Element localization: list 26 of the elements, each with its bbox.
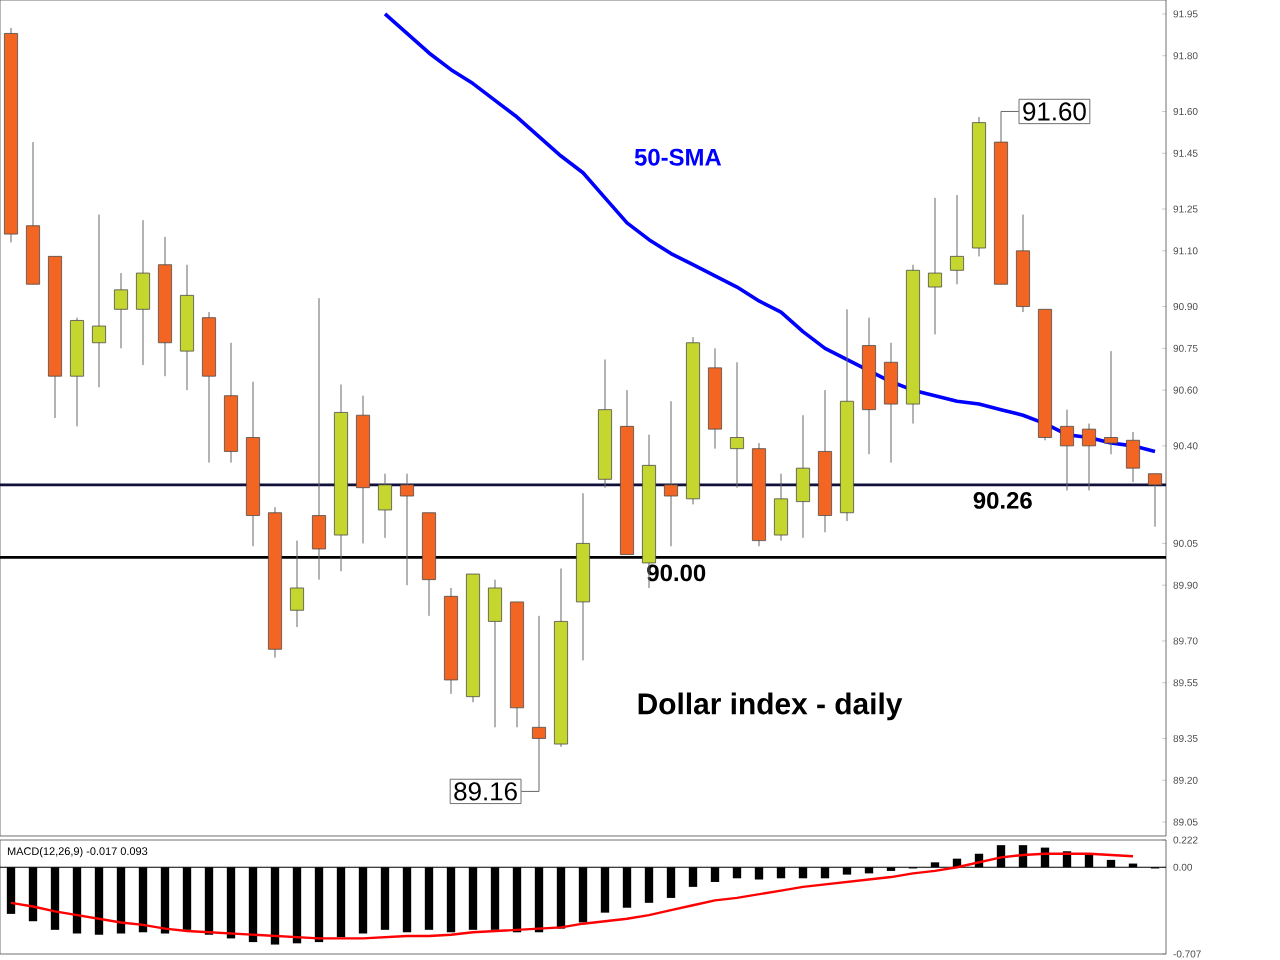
candlestick	[1104, 350, 1118, 455]
ref-line-label: 90.00	[647, 564, 706, 582]
candlestick	[884, 342, 898, 464]
candlestick	[400, 473, 414, 586]
candlestick	[92, 214, 106, 388]
candlestick	[1126, 431, 1140, 483]
annotation: 89.16	[454, 782, 517, 801]
candlestick	[488, 579, 502, 728]
annotation: 91.60	[1023, 102, 1086, 121]
candlestick	[312, 297, 326, 581]
series-label: 50-SMA	[634, 148, 722, 166]
candlestick	[664, 400, 678, 547]
candlestick	[774, 473, 788, 542]
text: Dollar index - daily	[638, 692, 903, 721]
candlestick	[378, 473, 392, 539]
candlestick	[796, 414, 810, 539]
candlestick	[136, 219, 150, 366]
candlestick	[1082, 423, 1096, 491]
ref-line-label: 90.26	[973, 491, 1032, 509]
candlestick	[928, 197, 942, 335]
candlestick	[950, 194, 964, 285]
candlestick	[114, 272, 128, 349]
candlestick	[730, 361, 744, 489]
candlestick	[290, 540, 304, 628]
candlestick	[1148, 473, 1162, 528]
candlestick	[1060, 409, 1074, 491]
